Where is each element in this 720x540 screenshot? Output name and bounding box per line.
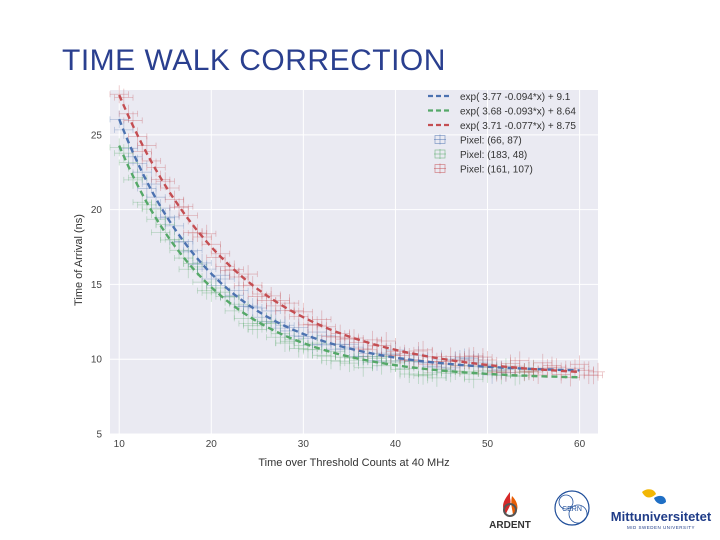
legend-point-swatch [434, 163, 446, 174]
miun-logo: Mittuniversitetet MID SWEDEN UNIVERSITY [611, 489, 712, 530]
x-tick-label: 20 [206, 439, 218, 450]
slide-title: TIME WALK CORRECTION [62, 44, 446, 77]
plot-area [110, 90, 598, 434]
miun-logo-subtext: MID SWEDEN UNIVERSITY [627, 525, 695, 530]
legend-errbar-box [434, 164, 446, 173]
legend-series-label: Pixel: (161, 107) [460, 165, 533, 176]
y-tick-label: 5 [96, 430, 102, 441]
legend: exp( 3.77 -0.094*x) + 9.1 exp( 3.68 -0.09… [428, 92, 576, 176]
fit-curves [118, 94, 580, 379]
legend-point-swatch [434, 149, 446, 159]
y-tick-label: 20 [91, 205, 103, 216]
cern-logo: CERN [554, 490, 590, 526]
legend-point-swatch [434, 134, 446, 145]
y-tick-label: 25 [91, 130, 103, 141]
x-tick-label: 60 [574, 439, 586, 450]
legend-errbar-box [434, 149, 446, 159]
toa-tot-chart: 10 20 30 40 50 60 5 10 15 20 25 Time over Threshol… [73, 85, 605, 469]
series-points [109, 85, 605, 387]
x-tick-label: 10 [114, 439, 126, 450]
fit-curve [118, 145, 580, 379]
legend-series-label: Pixel: (183, 48) [460, 150, 527, 161]
legend-fit-label: exp( 3.77 -0.094*x) + 9.1 [460, 92, 571, 103]
legend-errbar-box [434, 135, 446, 144]
y-tick-label: 15 [91, 280, 103, 291]
cern-logo-text: CERN [562, 506, 582, 513]
legend-fit-label: exp( 3.71 -0.077*x) + 8.75 [460, 121, 576, 132]
x-axis-label: Time over Threshold Counts at 40 MHz [258, 457, 449, 469]
legend-series-label: Pixel: (66, 87) [460, 136, 522, 147]
x-tick-label: 30 [298, 439, 310, 450]
ardent-logo: ARDENT [489, 492, 531, 531]
fit-curve [118, 94, 580, 374]
grid-lines [110, 90, 598, 435]
x-tick-label: 50 [482, 439, 494, 450]
legend-fit-label: exp( 3.68 -0.093*x) + 8.64 [460, 107, 576, 118]
y-axis-label: Time of Arrival (ns) [73, 214, 85, 306]
y-tick-label: 10 [91, 355, 103, 366]
plot-background [110, 90, 598, 434]
x-tick-label: 40 [390, 439, 402, 450]
tick-labels: 10 20 30 40 50 60 5 10 15 20 25 [91, 130, 586, 450]
miun-logo-text: Mittuniversitetet [611, 509, 712, 524]
ardent-logo-text: ARDENT [489, 520, 531, 531]
